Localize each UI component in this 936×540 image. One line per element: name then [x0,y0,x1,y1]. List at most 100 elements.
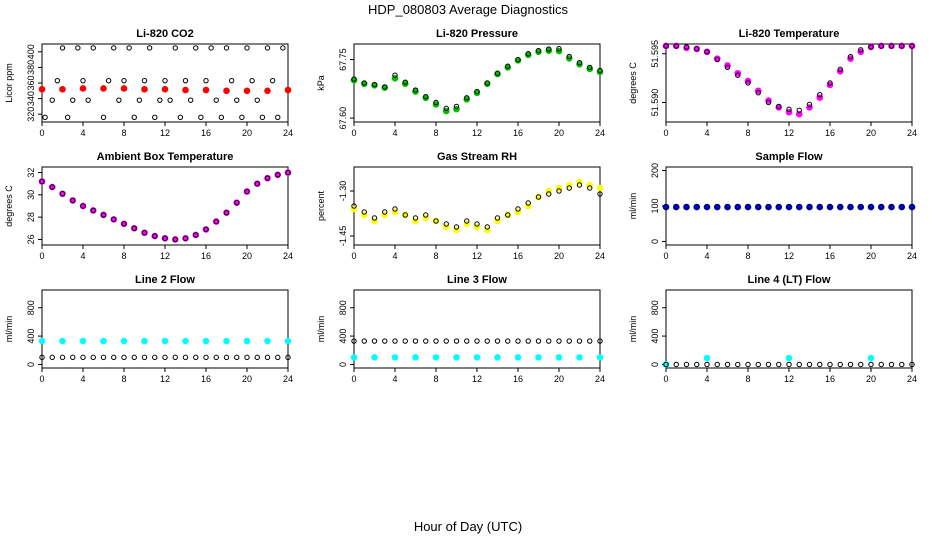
data-point [683,204,690,210]
y-tick-label: 400 [26,329,36,344]
data-point [275,172,281,178]
data-point [202,86,210,94]
data-point [858,361,864,368]
plot-frame [353,43,601,123]
data-point [494,215,501,221]
data-point [724,64,731,71]
data-point [371,338,378,344]
data-point [745,361,751,368]
data-point [141,77,148,84]
data-point [254,97,260,103]
data-point [868,361,874,368]
data-point [566,338,572,344]
data-point [100,354,107,361]
data-point [765,204,772,210]
y-tick-label: 800 [338,300,348,315]
y-tick-label: 360 [26,75,36,90]
data-point [867,354,875,362]
data-point [223,45,230,51]
data-point [576,182,583,188]
data-point [172,354,178,361]
data-point [535,338,542,344]
data-point [786,204,792,210]
x-tick-label: 16 [201,128,211,138]
data-point [126,45,132,51]
data-point [597,338,603,344]
data-point [146,45,153,51]
x-tick-label: 4 [392,128,397,138]
y-axis-label: ml/min [316,316,326,343]
data-point [64,114,71,121]
data-point [285,354,291,361]
data-point [412,215,419,221]
data-point [70,354,76,361]
x-tick-label: 24 [907,374,917,384]
data-point [858,204,864,210]
data-point [141,354,148,361]
y-axis-label: ml/min [4,316,14,343]
data-point [131,225,137,231]
data-point [422,94,430,102]
data-point [182,86,189,94]
x-tick-label: 8 [745,374,750,384]
data-point [193,354,199,361]
y-axis-label: ml/min [628,193,638,220]
data-point [704,204,710,210]
data-point [361,80,367,86]
data-point [284,337,292,345]
data-point [735,72,741,78]
data-point [473,354,481,361]
data-point [423,93,429,100]
data-point [464,218,470,224]
data-point [361,338,367,344]
data-point [392,206,398,212]
data-point [535,354,542,361]
x-tick-label: 12 [160,374,170,384]
data-point [535,47,542,54]
data-point [402,338,408,344]
y-tick-label: 320 [26,107,36,122]
y-tick-label: 0 [650,239,660,244]
panel-title: Li-820 Temperature [739,28,840,40]
x-tick-label: 12 [472,374,482,384]
data-point [218,114,225,121]
data-point [714,361,720,368]
x-tick-label: 4 [392,374,397,384]
data-point [683,361,690,368]
x-tick-label: 12 [784,128,794,138]
data-point [576,60,583,66]
data-point [131,114,137,121]
data-point [100,212,107,218]
data-point [382,209,388,215]
y-axis-label: degrees C [628,62,638,104]
data-point [80,354,86,361]
data-point [90,207,96,214]
data-point [392,338,398,344]
y-tick-label: 340 [26,91,36,106]
x-tick-label: 4 [704,374,709,384]
data-point [121,77,127,84]
data-point [79,337,87,345]
data-point [59,191,66,197]
plot-frame [41,166,289,246]
data-point [474,88,480,95]
panel-3: Ambient Box Temperature degrees C 0 4 8 12 16 2… [4,151,293,261]
data-point [75,45,81,51]
data-point [505,212,511,218]
x-tick-label: 4 [704,128,709,138]
data-point [847,53,854,60]
data-point [556,45,562,52]
data-point [182,337,189,345]
data-point [463,96,471,103]
data-point [663,361,669,368]
panel-2: Li-820 Temperature degrees C 0 4 8 12 16 20 24 51… [628,28,917,138]
data-point [899,43,905,49]
x-tick-label: 16 [825,374,835,384]
x-tick-label: 4 [80,251,85,261]
data-point [141,337,148,345]
y-axis-label: ml/min [628,316,638,343]
y-tick-label: 380 [26,60,36,75]
data-point [776,103,782,110]
data-point [673,361,679,368]
x-tick-label: 16 [513,251,523,261]
